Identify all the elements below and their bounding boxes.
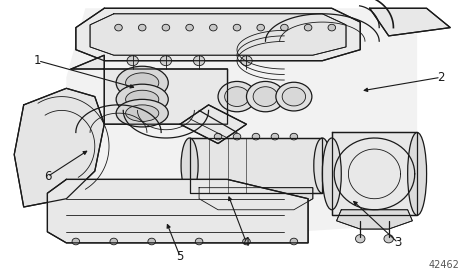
Ellipse shape — [290, 238, 298, 245]
Ellipse shape — [210, 24, 217, 31]
Ellipse shape — [110, 238, 118, 245]
Polygon shape — [66, 8, 417, 237]
Ellipse shape — [246, 81, 284, 112]
Ellipse shape — [126, 105, 159, 121]
Ellipse shape — [138, 24, 146, 31]
Text: 6: 6 — [44, 170, 51, 183]
Ellipse shape — [181, 138, 198, 193]
Polygon shape — [71, 55, 228, 124]
Polygon shape — [190, 138, 322, 193]
Ellipse shape — [225, 87, 249, 107]
Polygon shape — [370, 8, 450, 36]
Ellipse shape — [195, 238, 203, 245]
Ellipse shape — [218, 81, 256, 112]
Ellipse shape — [290, 133, 298, 140]
Ellipse shape — [193, 56, 205, 66]
Ellipse shape — [281, 24, 288, 31]
Ellipse shape — [304, 24, 312, 31]
Ellipse shape — [116, 66, 168, 99]
Ellipse shape — [252, 133, 260, 140]
Polygon shape — [14, 88, 104, 207]
Polygon shape — [180, 105, 246, 144]
Ellipse shape — [127, 56, 138, 66]
Ellipse shape — [160, 56, 172, 66]
Polygon shape — [76, 8, 360, 61]
Ellipse shape — [328, 24, 336, 31]
Text: 42462: 42462 — [429, 261, 460, 270]
Ellipse shape — [408, 132, 427, 215]
Ellipse shape — [233, 133, 241, 140]
Ellipse shape — [243, 238, 250, 245]
Polygon shape — [337, 210, 412, 229]
Ellipse shape — [282, 87, 306, 106]
Ellipse shape — [116, 99, 168, 127]
Ellipse shape — [116, 84, 168, 115]
Ellipse shape — [162, 24, 170, 31]
Ellipse shape — [126, 90, 159, 108]
Ellipse shape — [148, 238, 155, 245]
Text: 2: 2 — [437, 71, 445, 84]
Ellipse shape — [214, 133, 222, 140]
Text: 3: 3 — [394, 236, 402, 250]
Ellipse shape — [257, 24, 264, 31]
Ellipse shape — [115, 24, 122, 31]
Ellipse shape — [356, 235, 365, 243]
Text: 1: 1 — [34, 54, 42, 67]
Text: 4: 4 — [243, 236, 250, 250]
Ellipse shape — [253, 87, 278, 107]
Ellipse shape — [271, 133, 279, 140]
Ellipse shape — [384, 235, 393, 243]
Polygon shape — [199, 188, 313, 210]
Ellipse shape — [322, 138, 341, 210]
Ellipse shape — [186, 24, 193, 31]
Polygon shape — [90, 14, 346, 55]
Ellipse shape — [241, 56, 252, 66]
Ellipse shape — [233, 24, 241, 31]
Text: 5: 5 — [176, 250, 184, 263]
Polygon shape — [47, 179, 308, 243]
Ellipse shape — [126, 73, 159, 93]
Polygon shape — [332, 132, 417, 215]
Ellipse shape — [314, 138, 331, 193]
Ellipse shape — [72, 238, 80, 245]
Ellipse shape — [276, 82, 312, 111]
